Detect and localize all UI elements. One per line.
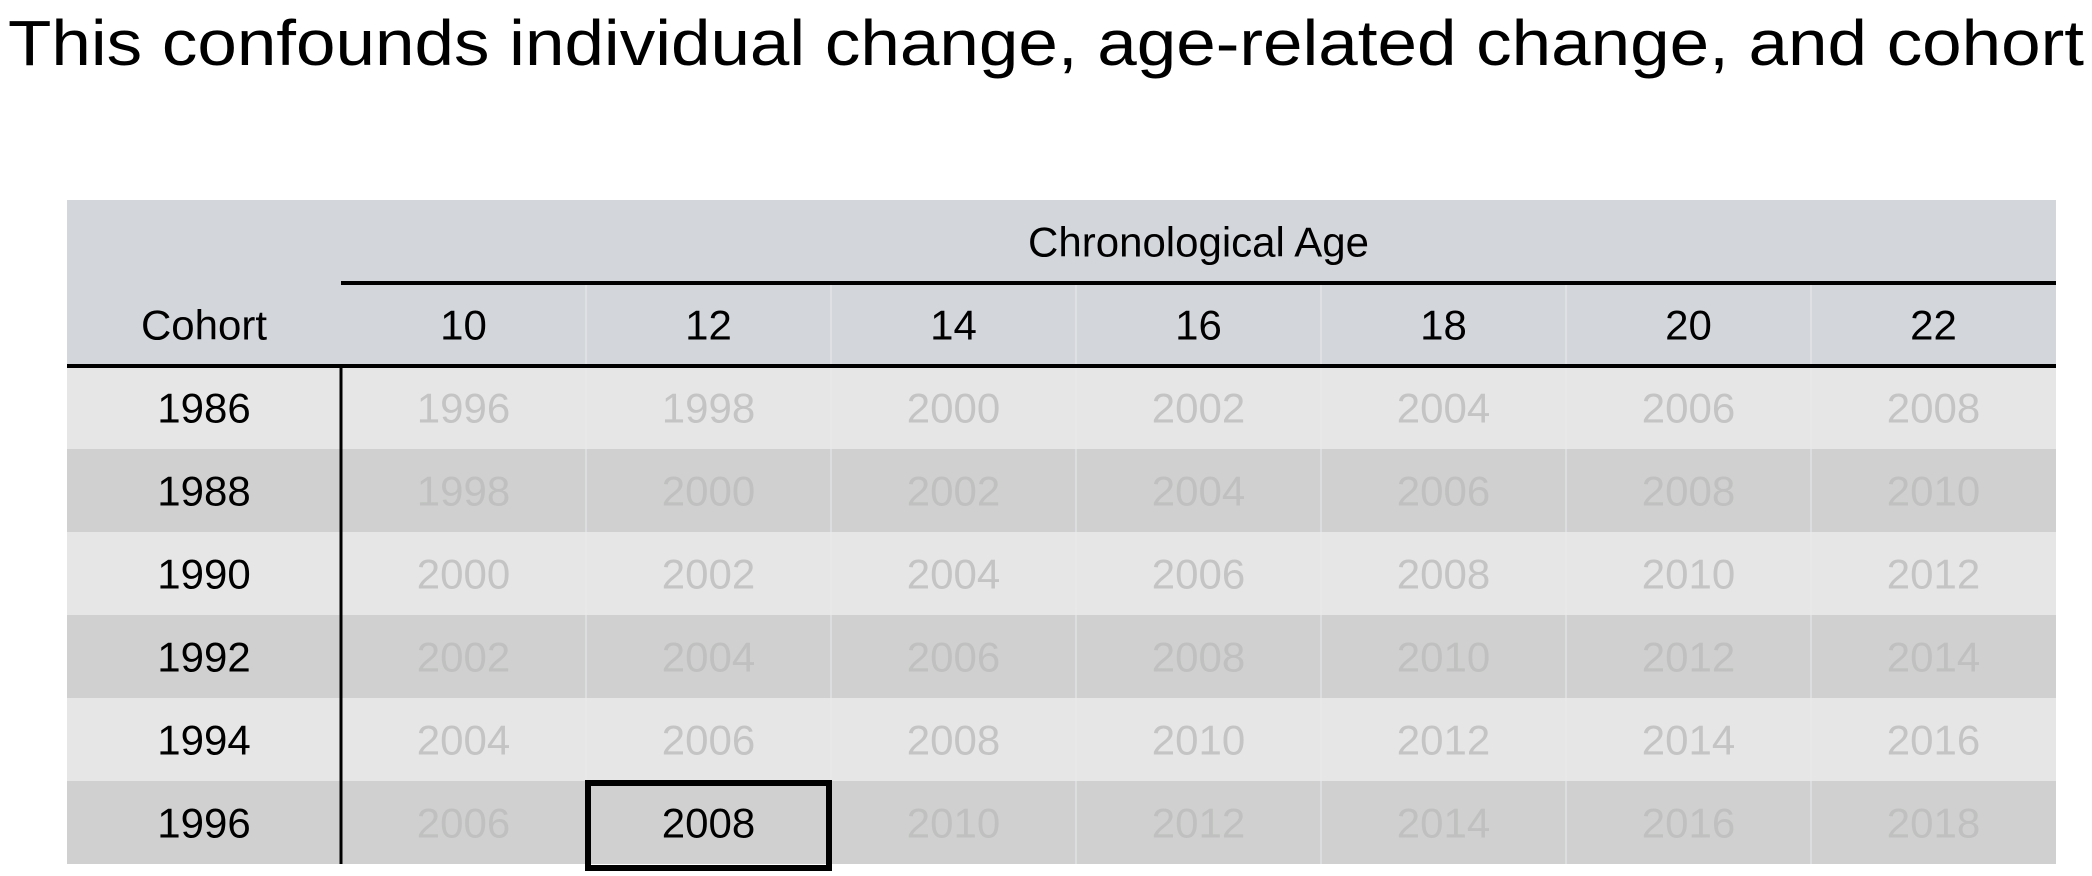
year-cell: 2004: [417, 717, 510, 764]
row-background: [67, 366, 2056, 449]
year-cell: 2014: [1642, 717, 1735, 764]
year-cell: 2006: [1397, 468, 1490, 515]
year-cell: 2002: [662, 551, 755, 598]
year-cell: 1996: [417, 385, 510, 432]
cohort-label: 1990: [157, 551, 250, 598]
year-cell: 2010: [1887, 468, 1980, 515]
year-cell: 2012: [1397, 717, 1490, 764]
year-cell: 2006: [417, 800, 510, 847]
year-cell: 2006: [1642, 385, 1735, 432]
year-cell: 2004: [662, 634, 755, 681]
slide-title: This confounds individual change, age-re…: [8, 7, 2084, 79]
year-cell: 2008: [662, 800, 755, 847]
cohort-label: 1986: [157, 385, 250, 432]
year-cell: 1998: [417, 468, 510, 515]
year-cell: 2012: [1152, 800, 1245, 847]
column-header: 16: [1175, 302, 1222, 349]
year-cell: 2002: [417, 634, 510, 681]
year-cell: 2010: [907, 800, 1000, 847]
highlight-box: [585, 780, 832, 871]
row-background: [67, 532, 2056, 615]
year-cell: 2016: [1642, 800, 1735, 847]
year-cell: 2008: [1152, 634, 1245, 681]
column-header: 14: [930, 302, 977, 349]
row-background: [67, 781, 2056, 864]
year-cell: 2000: [662, 468, 755, 515]
year-cell: 2002: [907, 468, 1000, 515]
year-cell: 2000: [907, 385, 1000, 432]
year-cell: 2010: [1152, 717, 1245, 764]
cohort-label: 1996: [157, 800, 250, 847]
year-cell: 2004: [1397, 385, 1490, 432]
year-cell: 2006: [662, 717, 755, 764]
year-cell: 2012: [1887, 551, 1980, 598]
year-cell: 2008: [1642, 468, 1735, 515]
cohort-label: 1994: [157, 717, 250, 764]
group-header: Chronological Age: [1028, 219, 1369, 266]
year-cell: 2000: [417, 551, 510, 598]
cohort-label: 1988: [157, 468, 250, 515]
year-cell: 2008: [1887, 385, 1980, 432]
year-cell: 2002: [1152, 385, 1245, 432]
row-background: [67, 615, 2056, 698]
year-cell: 2008: [1397, 551, 1490, 598]
cohort-label: 1992: [157, 634, 250, 681]
column-header: 22: [1910, 302, 1957, 349]
row-background: [67, 449, 2056, 532]
year-cell: 2004: [1152, 468, 1245, 515]
year-cell: 2008: [907, 717, 1000, 764]
year-cell: 2018: [1887, 800, 1980, 847]
year-cell: 2016: [1887, 717, 1980, 764]
row-background: [67, 698, 2056, 781]
year-cell: 2012: [1642, 634, 1735, 681]
year-cell: 2006: [1152, 551, 1245, 598]
column-header: 10: [440, 302, 487, 349]
year-cell: 1998: [662, 385, 755, 432]
column-header: 12: [685, 302, 732, 349]
year-cell: 2014: [1397, 800, 1490, 847]
column-header: 20: [1665, 302, 1712, 349]
year-cell: 2010: [1397, 634, 1490, 681]
year-cell: 2004: [907, 551, 1000, 598]
year-cell: 2010: [1642, 551, 1735, 598]
year-cell: 2014: [1887, 634, 1980, 681]
year-cell: 2006: [907, 634, 1000, 681]
row-header: Cohort: [141, 302, 267, 349]
column-header: 18: [1420, 302, 1467, 349]
